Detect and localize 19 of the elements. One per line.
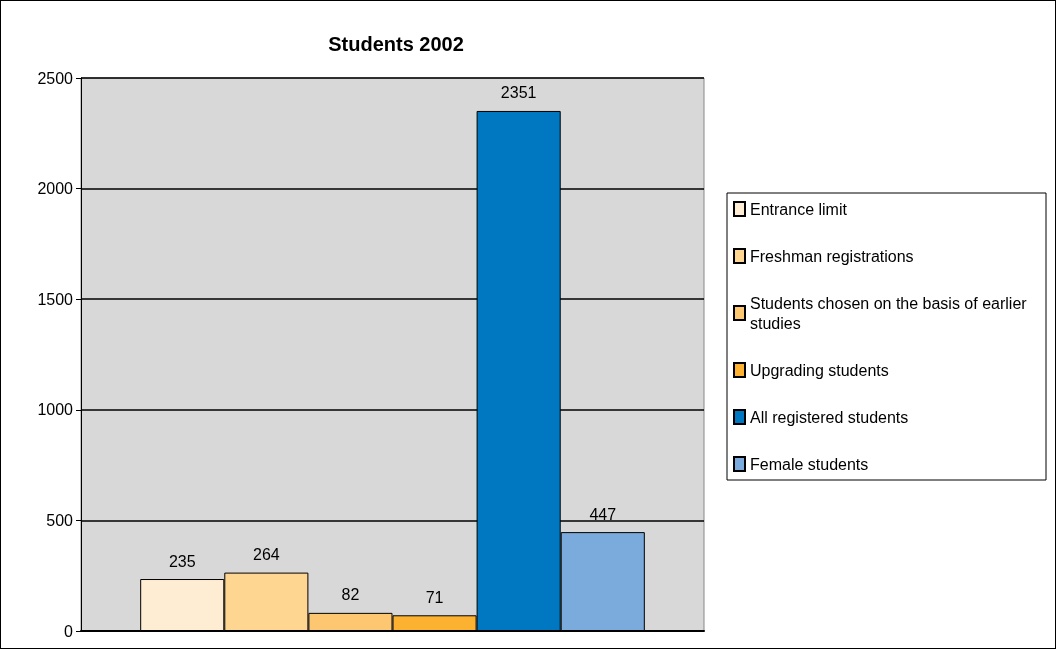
- y-tick-label: 1500: [37, 290, 74, 308]
- legend-label: Upgrading students: [750, 361, 889, 379]
- legend-label: Entrance limit: [750, 200, 848, 218]
- legend-label: Female students: [750, 455, 869, 473]
- legend-label: Students chosen on the basis of earlier studies: [750, 294, 1032, 332]
- data-label: 235: [168, 552, 196, 570]
- data-label: 264: [252, 546, 280, 564]
- y-tick-label: 2000: [37, 180, 74, 198]
- chart-title: Students 2002: [328, 33, 464, 55]
- legend-label: All registered students: [750, 408, 909, 426]
- legend-label: Freshman registrations: [750, 247, 914, 265]
- y-tick-label: 2500: [37, 69, 74, 87]
- data-label: 71: [425, 588, 444, 606]
- y-tick-label: 500: [46, 511, 74, 529]
- y-tick-label: 1000: [37, 401, 74, 419]
- y-tick-label: 0: [64, 622, 74, 640]
- data-label: 2351: [500, 84, 537, 102]
- data-label: 447: [589, 505, 617, 523]
- data-label: 82: [341, 586, 360, 604]
